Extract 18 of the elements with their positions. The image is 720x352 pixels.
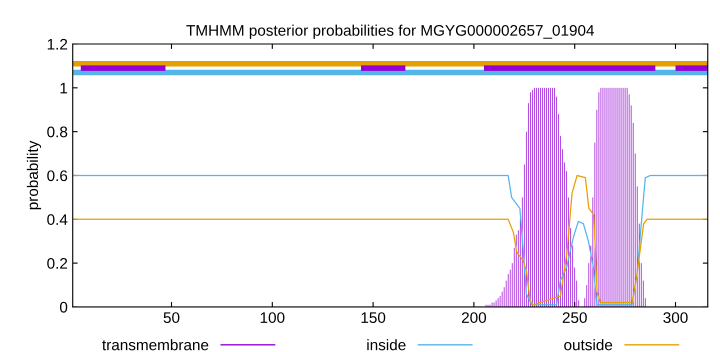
y-tick-label: 0.4: [47, 214, 68, 225]
y-tick-label: 0.6: [47, 170, 68, 182]
x-tick-label: 250: [562, 312, 587, 324]
legend-label: outside: [564, 339, 612, 350]
y-tick-label: 0: [60, 302, 68, 313]
x-tick-label: 150: [362, 312, 386, 324]
y-tick-label: 1.2: [48, 38, 68, 50]
legend-label: inside: [367, 339, 406, 350]
x-tick-label: 100: [260, 312, 284, 324]
x-tick-label: 300: [663, 312, 688, 324]
legend-label: transmembrane: [102, 339, 208, 350]
x-tick-label: 50: [164, 312, 180, 324]
y-axis-title: probability: [26, 140, 42, 210]
y-tick-label: 1: [60, 82, 68, 94]
y-tick-label: 0.2: [47, 258, 68, 269]
x-tick-label: 200: [462, 312, 486, 324]
chart-title: TMHMM posterior probabilities for MGYG000002657_01904: [186, 24, 594, 39]
y-tick-label: 0.8: [47, 126, 68, 138]
